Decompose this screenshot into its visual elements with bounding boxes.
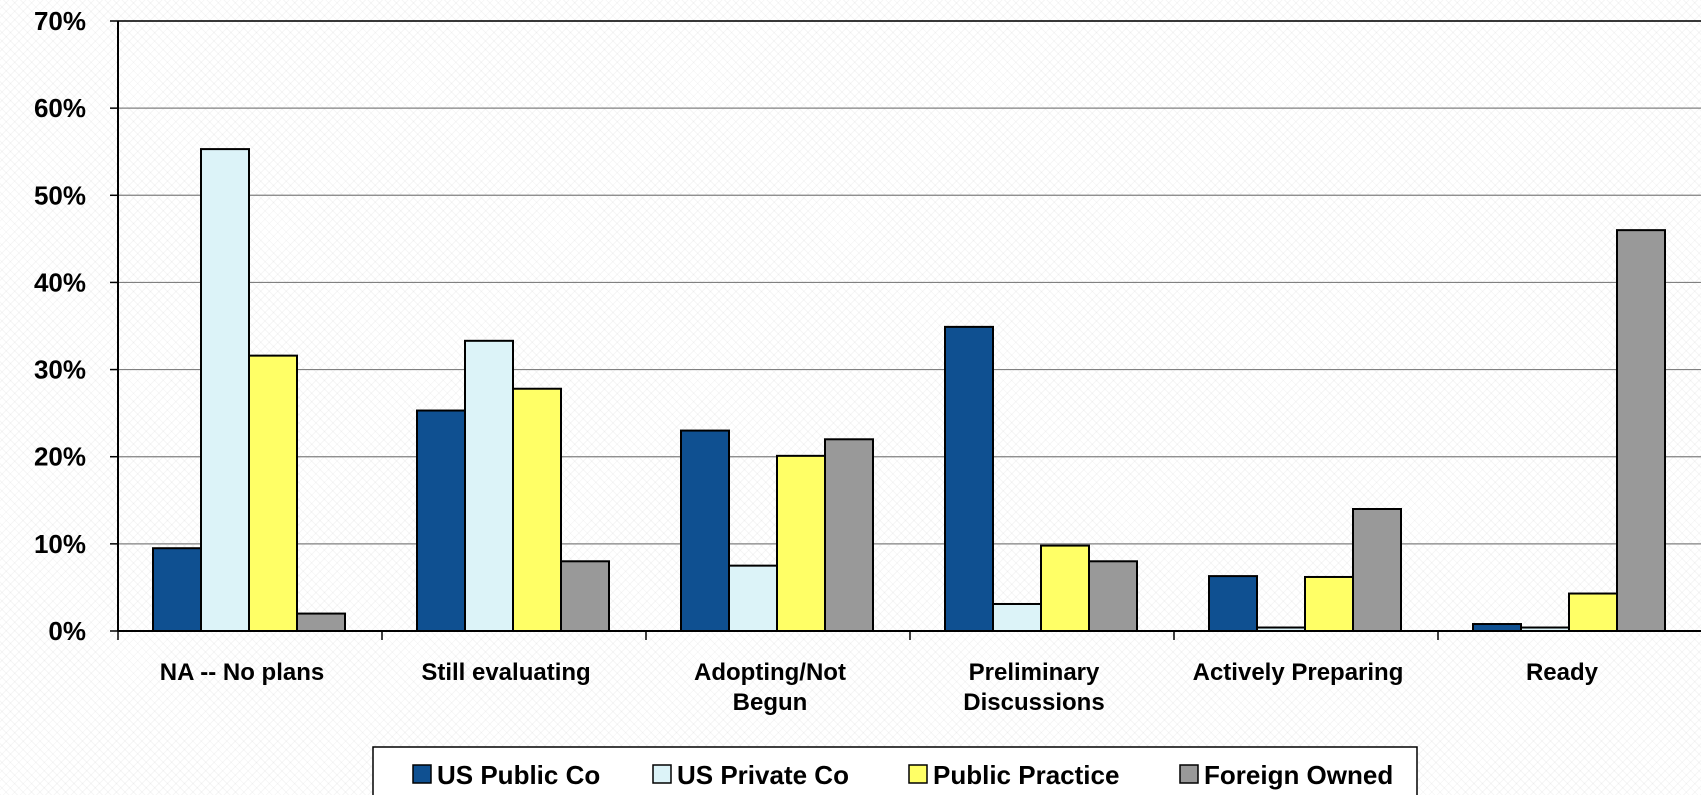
bar-foreign-owned — [1616, 229, 1666, 632]
axes — [117, 20, 1701, 632]
y-tick-label: 50% — [34, 180, 86, 210]
legend-label: US Public Co — [437, 760, 600, 790]
bar-us-public — [1472, 623, 1522, 632]
bar-us-private — [464, 339, 514, 632]
legend-label: US Private Co — [677, 760, 849, 790]
y-tick-label: 60% — [34, 93, 86, 123]
y-tick-label: 0% — [48, 616, 86, 646]
bar-us-public — [944, 325, 994, 632]
legend-swatch-us-private — [652, 764, 672, 784]
bar-foreign-owned — [1088, 560, 1138, 632]
bar-us-private — [992, 602, 1042, 633]
category-label-line: Preliminary — [969, 659, 1100, 686]
category-label-line: Actively Preparing — [1193, 659, 1404, 686]
bar-public-practice — [1568, 592, 1618, 632]
y-tick-label: 40% — [34, 267, 86, 297]
bar-public-practice — [248, 354, 298, 632]
bar-foreign-owned — [296, 612, 346, 632]
legend-swatch-us-public — [412, 764, 432, 784]
category-label-line: Begun — [733, 689, 808, 716]
bar-us-public — [416, 409, 466, 632]
category-labels: NA -- No plans Still evaluating Adopting/N… — [160, 659, 1599, 716]
bar-foreign-owned — [824, 438, 874, 632]
bar-public-practice — [512, 387, 562, 632]
bar-foreign-owned — [1352, 508, 1402, 632]
category-label: Adopting/Not Begun — [694, 659, 846, 716]
bars — [152, 148, 1666, 633]
gridlines — [118, 20, 1701, 545]
category-label: Preliminary Discussions — [963, 659, 1104, 716]
bar-us-private — [200, 148, 250, 632]
bar-us-public — [1208, 575, 1258, 632]
category-label-line: Discussions — [963, 689, 1104, 716]
category-label-line: Still evaluating — [421, 659, 590, 686]
bar-us-public — [152, 547, 202, 633]
category-label: Actively Preparing — [1193, 659, 1404, 686]
legend-label: Public Practice — [933, 760, 1119, 790]
bar-us-public — [680, 429, 730, 633]
bar-public-practice — [1040, 544, 1090, 632]
bar-us-private — [728, 564, 778, 633]
x-axis-tick-marks — [117, 631, 1439, 640]
category-label: NA -- No plans — [160, 659, 324, 686]
y-tick-label: 30% — [34, 355, 86, 385]
y-tick-label: 70% — [34, 6, 86, 36]
bar-foreign-owned — [560, 560, 610, 632]
y-tick-label: 20% — [34, 442, 86, 472]
legend: US Public Co US Private Co Public Practice… — [372, 746, 1418, 795]
category-label: Still evaluating — [421, 659, 590, 686]
legend-label: Foreign Owned — [1204, 760, 1393, 790]
y-tick-label: 10% — [34, 529, 86, 559]
bar-public-practice — [1304, 575, 1354, 633]
category-label-line: Adopting/Not — [694, 659, 846, 686]
legend-swatch-foreign-owned — [1179, 764, 1199, 784]
category-label-line: Ready — [1526, 659, 1599, 686]
category-label-line: NA -- No plans — [160, 659, 324, 686]
bar-public-practice — [776, 454, 826, 633]
legend-box — [372, 746, 1418, 795]
legend-swatch-public-practice — [908, 764, 928, 784]
category-label: Ready — [1526, 659, 1599, 686]
y-axis-tick-labels: 0% 10% 20% 30% 40% 50% 60% 70% — [34, 6, 118, 646]
